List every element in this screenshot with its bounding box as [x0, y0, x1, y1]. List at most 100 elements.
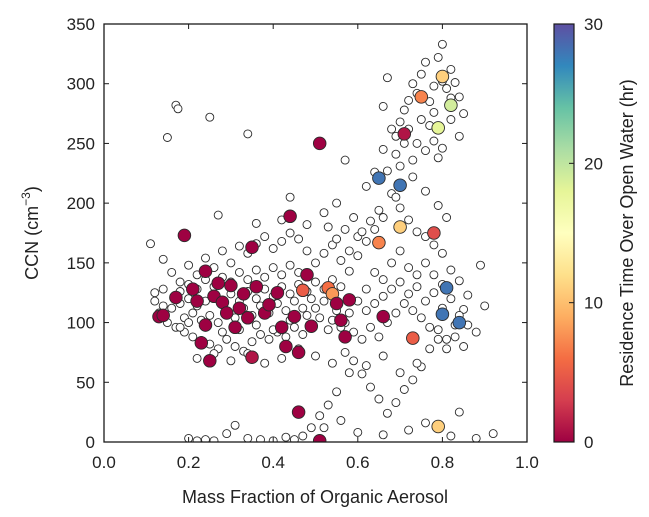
- open-data-point: [421, 296, 430, 306]
- colored-data-point: [435, 307, 450, 321]
- open-data-point: [442, 213, 452, 222]
- open-data-point: [192, 353, 202, 363]
- colored-data-point: [177, 228, 192, 243]
- open-data-point: [374, 205, 384, 215]
- open-data-point: [298, 303, 308, 313]
- y-axis-ticks: 0 50 100 150 200 250 300 350: [67, 15, 527, 452]
- open-data-point: [260, 232, 270, 242]
- open-data-point: [446, 115, 456, 124]
- y-axis-title-main: CCN (cm: [22, 206, 42, 280]
- colorbar-ticks: 0 10 20 30: [569, 15, 603, 452]
- open-data-point: [327, 358, 337, 368]
- open-data-point: [391, 398, 401, 408]
- open-data-point: [201, 253, 210, 263]
- open-data-point: [234, 241, 244, 251]
- open-data-point: [319, 296, 329, 306]
- open-data-point: [429, 107, 439, 117]
- open-data-point: [395, 203, 405, 213]
- open-data-point: [323, 222, 333, 232]
- open-data-point: [344, 368, 354, 378]
- open-data-point: [433, 201, 443, 210]
- colored-data-point: [414, 90, 429, 104]
- y-tick-label: 0: [86, 433, 95, 452]
- x-tick-label: 0.0: [92, 453, 116, 472]
- open-data-point: [344, 308, 354, 318]
- open-data-point: [429, 288, 439, 298]
- colored-data-point: [338, 330, 352, 344]
- colored-data-point: [291, 405, 306, 419]
- open-data-point: [429, 81, 439, 91]
- colored-data-point: [241, 311, 255, 325]
- open-data-point: [184, 318, 194, 328]
- y-axis-title-exponent: −3: [19, 192, 33, 206]
- x-tick-label: 0.2: [177, 453, 201, 472]
- open-data-point: [366, 216, 375, 226]
- open-data-point: [442, 84, 452, 93]
- colored-data-point: [393, 178, 407, 192]
- open-data-point: [222, 334, 232, 344]
- open-data-point: [344, 246, 354, 256]
- colored-data-point: [444, 98, 458, 112]
- open-data-point: [361, 306, 371, 316]
- open-data-point: [412, 138, 422, 148]
- open-data-point: [361, 236, 371, 246]
- open-data-point: [332, 234, 342, 244]
- open-data-point: [243, 275, 253, 285]
- open-data-point: [205, 112, 215, 122]
- open-data-point: [421, 146, 430, 156]
- open-data-point: [476, 260, 485, 270]
- open-data-point: [446, 294, 456, 304]
- open-data-point: [357, 227, 367, 237]
- open-data-point: [319, 248, 329, 258]
- open-data-point: [471, 433, 481, 442]
- open-data-point: [251, 218, 261, 228]
- open-data-point: [408, 79, 418, 89]
- colored-data-point: [329, 296, 344, 311]
- open-data-point: [454, 276, 464, 286]
- open-data-point: [162, 133, 172, 142]
- open-data-point: [188, 332, 198, 342]
- open-data-point: [404, 289, 414, 299]
- open-data-point: [311, 258, 320, 268]
- colored-data-point: [406, 331, 420, 345]
- open-data-point: [391, 192, 401, 202]
- open-data-point: [357, 334, 367, 344]
- colored-data-point: [274, 320, 289, 335]
- colored-data-point: [452, 315, 467, 330]
- open-data-point: [281, 432, 291, 442]
- open-data-point: [260, 358, 270, 368]
- open-data-point: [306, 294, 316, 304]
- open-data-point: [387, 258, 397, 268]
- colored-data-point: [203, 354, 217, 368]
- open-data-point: [150, 288, 160, 298]
- open-data-point: [454, 131, 464, 141]
- open-data-point: [463, 290, 473, 300]
- open-data-point: [302, 310, 312, 320]
- colored-data-point: [186, 282, 200, 296]
- open-data-point: [395, 246, 405, 256]
- open-data-point: [289, 296, 299, 306]
- y-tick-label: 200: [67, 194, 95, 213]
- x-tick-label: 1.0: [515, 453, 539, 472]
- y-tick-label: 300: [67, 75, 95, 94]
- open-data-point: [256, 330, 265, 339]
- colored-data-point: [169, 290, 183, 305]
- open-data-point: [366, 322, 375, 332]
- colored-data-point: [296, 283, 310, 298]
- open-data-point: [399, 299, 409, 308]
- open-data-point: [416, 69, 426, 79]
- open-data-point: [480, 301, 490, 311]
- colored-data-point: [245, 240, 259, 255]
- open-data-point: [370, 267, 380, 277]
- open-data-point: [374, 332, 384, 342]
- open-data-point: [302, 220, 312, 230]
- y-axis-title-close: ): [22, 186, 42, 192]
- colored-data-point: [198, 318, 213, 332]
- colored-data-point: [304, 319, 319, 333]
- open-data-point: [378, 275, 388, 285]
- open-data-point: [175, 322, 185, 332]
- open-data-point: [302, 246, 312, 256]
- open-data-point: [404, 263, 414, 273]
- colored-data-point: [270, 285, 285, 300]
